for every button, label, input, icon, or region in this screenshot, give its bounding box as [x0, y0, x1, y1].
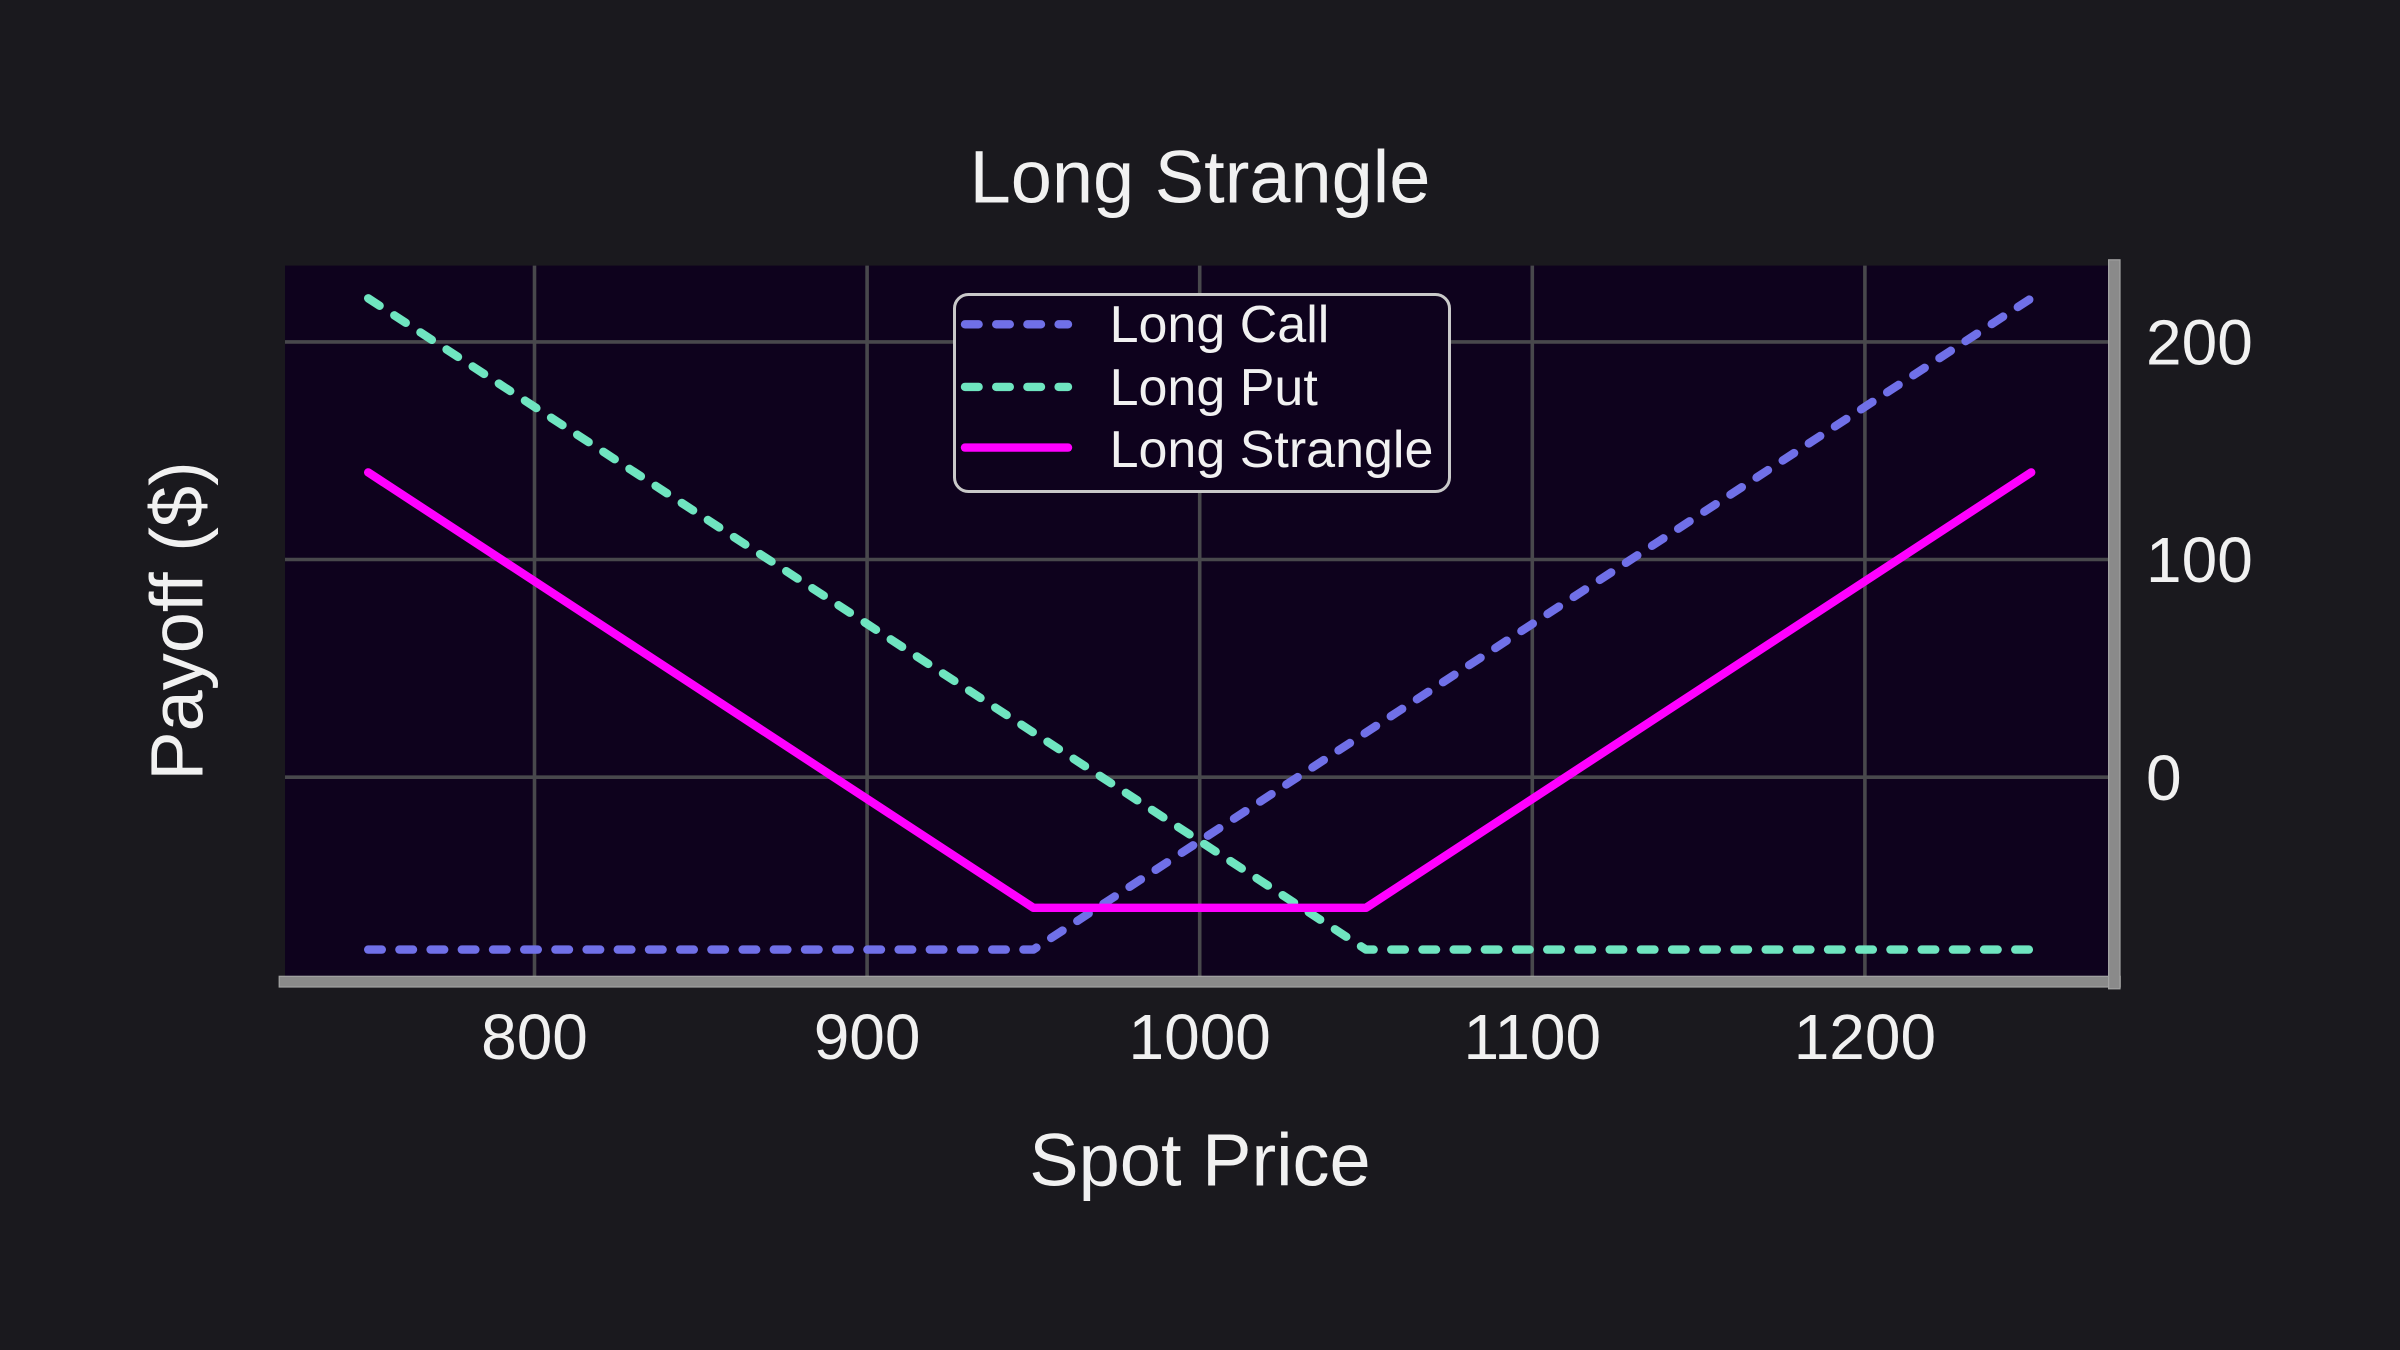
svg-text:1000: 1000	[1129, 1001, 1271, 1073]
svg-text:200: 200	[2146, 307, 2253, 379]
svg-text:1200: 1200	[1794, 1001, 1936, 1073]
svg-text:Spot Price: Spot Price	[1029, 1119, 1370, 1202]
svg-text:0: 0	[2146, 742, 2182, 814]
svg-text:Long Strangle: Long Strangle	[1110, 421, 1434, 479]
svg-text:100: 100	[2146, 524, 2253, 596]
svg-text:Payoff ($): Payoff ($)	[136, 461, 219, 780]
svg-text:800: 800	[481, 1001, 588, 1073]
svg-text:900: 900	[814, 1001, 921, 1073]
svg-text:1100: 1100	[1463, 1001, 1601, 1073]
svg-text:Long Strangle: Long Strangle	[970, 136, 1431, 219]
svg-text:Long Call: Long Call	[1110, 296, 1330, 354]
svg-text:Long Put: Long Put	[1110, 359, 1319, 417]
